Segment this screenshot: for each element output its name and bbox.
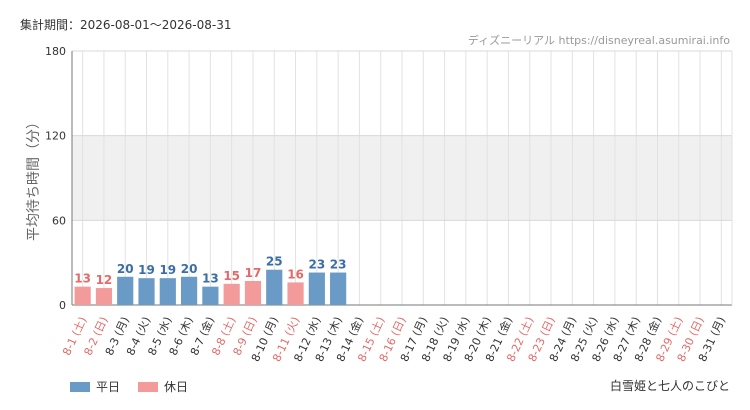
bar-value-label: 23	[330, 258, 347, 272]
bar-value-label: 13	[74, 272, 91, 286]
bar	[95, 288, 113, 305]
bar	[330, 272, 347, 305]
bar-value-label: 25	[266, 255, 283, 269]
legend-label-holiday: 休日	[164, 380, 189, 394]
y-tick-label: 120	[45, 130, 66, 143]
legend-item-holiday: 休日	[138, 378, 188, 395]
bar-value-label: 17	[245, 266, 262, 280]
bar	[244, 281, 262, 305]
legend-item-weekday: 平日	[70, 378, 120, 395]
bar-value-label: 12	[96, 273, 113, 287]
bar	[308, 272, 325, 305]
y-tick-label: 0	[59, 299, 66, 312]
bar	[117, 276, 134, 305]
bar-value-label: 19	[159, 263, 176, 277]
legend-swatch-weekday	[70, 381, 90, 392]
site-credit: ディズニーリアル https://disneyreal.asumirai.inf…	[467, 34, 730, 47]
period-text: 集計期間：2026-08-01～2026-08-31	[20, 18, 232, 32]
bar	[223, 283, 240, 305]
legend-swatch-holiday	[138, 381, 159, 392]
bar-value-label: 20	[181, 262, 198, 276]
bar	[159, 278, 176, 305]
legend-label-weekday: 平日	[96, 380, 121, 394]
bar	[202, 286, 219, 305]
bar-value-label: 23	[308, 258, 325, 272]
bar-value-label: 13	[202, 272, 219, 286]
bar	[181, 276, 198, 305]
y-axis-label: 平均待ち時間（分）	[26, 115, 42, 241]
legend: 平日 休日	[70, 378, 188, 395]
bar-value-label: 15	[223, 269, 240, 283]
bar-value-label: 19	[138, 263, 155, 277]
bar	[287, 282, 304, 305]
y-tick-label: 60	[52, 214, 66, 227]
bar	[74, 286, 91, 305]
bar-value-label: 16	[287, 267, 304, 281]
y-tick-label: 180	[45, 45, 66, 58]
bar	[138, 278, 155, 305]
attraction-name: 白雪姫と七人のこびと	[609, 379, 730, 393]
bar-value-label: 20	[117, 262, 134, 276]
bar	[266, 269, 283, 305]
